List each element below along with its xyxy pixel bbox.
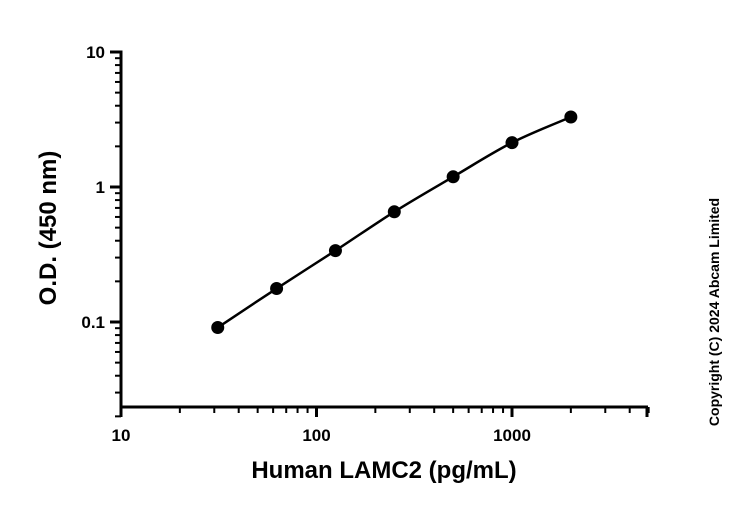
y-tick-label: 10 — [86, 43, 105, 62]
data-point — [446, 170, 460, 184]
x-tick-label: 10 — [112, 426, 131, 445]
data-point — [270, 282, 284, 296]
data-point — [211, 321, 225, 335]
y-tick-label: 1 — [96, 178, 105, 197]
copyright-notice: Copyright (C) 2024 Abcam Limited — [706, 198, 722, 426]
x-tick-label: 1000 — [493, 426, 531, 445]
data-points — [211, 110, 578, 335]
y-axis-title: O.D. (450 nm) — [35, 151, 62, 306]
data-point — [564, 110, 578, 124]
y-tick-label: 0.1 — [81, 313, 105, 332]
x-tick-label: 100 — [302, 426, 330, 445]
major-ticks — [110, 50, 649, 417]
axes — [119, 50, 648, 409]
data-point — [328, 244, 342, 258]
tick-labels: 10 100 1000 0.1 1 10 — [81, 43, 531, 445]
x-axis-title: Human LAMC2 (pg/mL) — [251, 457, 516, 484]
data-point — [387, 205, 401, 219]
fit-curve — [217, 115, 572, 329]
data-point — [505, 136, 519, 150]
